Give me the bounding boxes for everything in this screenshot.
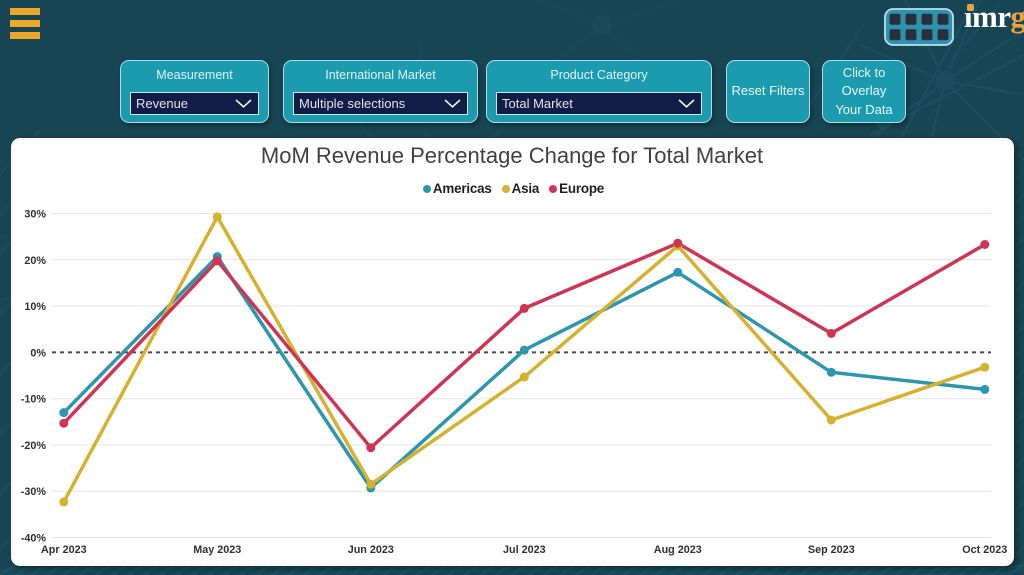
svg-text:Sep 2023: Sep 2023 [808,544,855,556]
svg-text:-10%: -10% [21,394,47,406]
svg-text:20%: 20% [24,255,46,267]
svg-text:0%: 0% [30,347,46,359]
svg-text:Jul 2023: Jul 2023 [503,544,546,556]
svg-text:Apr 2023: Apr 2023 [41,544,87,556]
svg-text:Oct 2023: Oct 2023 [962,544,1007,556]
svg-text:Jun 2023: Jun 2023 [348,544,394,556]
svg-text:Aug 2023: Aug 2023 [654,544,702,556]
svg-text:-20%: -20% [21,440,47,452]
svg-text:-40%: -40% [21,533,47,545]
svg-text:10%: 10% [24,301,46,313]
svg-text:30%: 30% [24,209,46,221]
svg-text:May 2023: May 2023 [193,544,241,556]
svg-text:-30%: -30% [21,486,47,498]
